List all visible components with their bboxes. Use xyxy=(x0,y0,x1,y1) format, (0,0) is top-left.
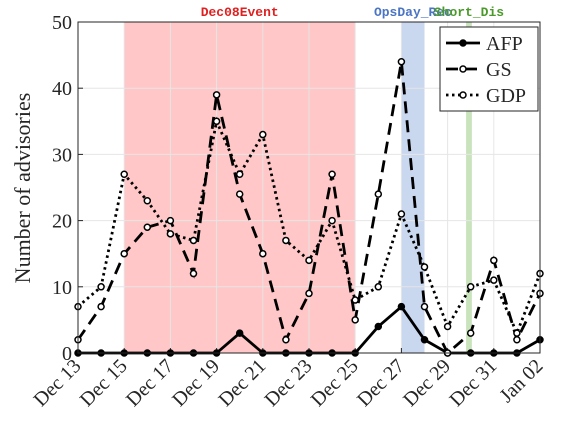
marker xyxy=(513,329,521,337)
marker xyxy=(490,256,498,265)
x-tick-label: Dec 13 xyxy=(30,355,86,411)
shaded-span xyxy=(466,22,472,353)
x-tick-label: Dec 15 xyxy=(76,355,132,411)
marker xyxy=(420,302,429,311)
marker xyxy=(166,230,175,238)
marker xyxy=(328,170,336,179)
marker xyxy=(235,329,244,337)
marker xyxy=(351,316,359,324)
marker xyxy=(235,190,244,198)
x-tick-label: Dec 27 xyxy=(353,355,409,411)
legend-marker xyxy=(459,39,467,47)
span-label: Dec08Event xyxy=(201,5,279,20)
marker xyxy=(374,190,383,198)
marker xyxy=(305,256,313,265)
marker xyxy=(143,223,152,231)
marker xyxy=(259,130,267,139)
marker xyxy=(143,196,152,205)
span-label: Short_Dis xyxy=(434,5,504,20)
x-tick-label: Dec 29 xyxy=(399,355,455,411)
marker xyxy=(235,170,244,179)
series-line xyxy=(77,116,542,337)
marker xyxy=(97,302,105,311)
shaded-span xyxy=(124,22,356,353)
x-tick-label: Dec 31 xyxy=(445,355,501,411)
marker xyxy=(443,322,452,331)
marker xyxy=(397,57,406,66)
marker xyxy=(466,283,475,291)
marker xyxy=(97,283,105,291)
marker xyxy=(282,236,290,245)
marker xyxy=(374,283,383,291)
marker xyxy=(420,336,429,344)
marker xyxy=(351,296,359,304)
x-tick-label: Dec 19 xyxy=(168,355,224,411)
y-tick-label: 40 xyxy=(52,78,72,100)
marker xyxy=(282,336,290,344)
y-tick-label: 30 xyxy=(52,144,72,166)
marker xyxy=(466,329,475,337)
marker xyxy=(166,216,175,225)
y-tick-label: 50 xyxy=(52,12,72,34)
marker xyxy=(490,276,498,284)
legend-marker xyxy=(459,65,467,73)
marker xyxy=(259,249,267,258)
span-label: OpsDay_Rec xyxy=(374,5,452,20)
y-tick-label: 0 xyxy=(62,343,72,365)
marker xyxy=(120,249,128,258)
y-axis-label: Number of advisories xyxy=(10,93,35,284)
axes-frame xyxy=(77,21,541,354)
x-tick-label: Dec 21 xyxy=(214,355,270,411)
marker xyxy=(420,263,429,271)
x-tick-label: Dec 17 xyxy=(122,355,178,411)
y-tick-label: 10 xyxy=(52,277,72,299)
x-tick-label: Dec 23 xyxy=(261,355,317,411)
marker xyxy=(513,336,521,344)
marker xyxy=(397,210,406,218)
marker xyxy=(374,322,383,331)
legend-label: AFP xyxy=(486,33,523,55)
marker xyxy=(305,289,313,298)
marker xyxy=(212,117,221,126)
marker xyxy=(120,170,128,179)
marker xyxy=(189,236,198,245)
legend-marker xyxy=(459,91,467,99)
marker xyxy=(212,91,221,99)
marker xyxy=(189,269,198,278)
x-tick-label: Dec 25 xyxy=(307,355,363,411)
series-line xyxy=(76,61,542,356)
legend-label: GDP xyxy=(486,85,526,107)
marker xyxy=(328,216,336,225)
legend-label: GS xyxy=(486,59,512,81)
y-tick-label: 20 xyxy=(52,211,72,233)
marker xyxy=(397,302,406,311)
x-tick-label: Jan 02 xyxy=(495,355,547,407)
